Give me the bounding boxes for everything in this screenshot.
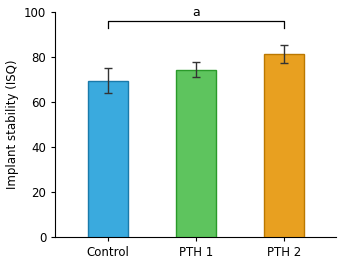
Text: a: a bbox=[192, 6, 200, 19]
Bar bbox=[264, 54, 303, 237]
Bar bbox=[88, 81, 128, 237]
Y-axis label: Implant stability (ISQ): Implant stability (ISQ) bbox=[5, 60, 18, 189]
Bar bbox=[176, 69, 216, 237]
